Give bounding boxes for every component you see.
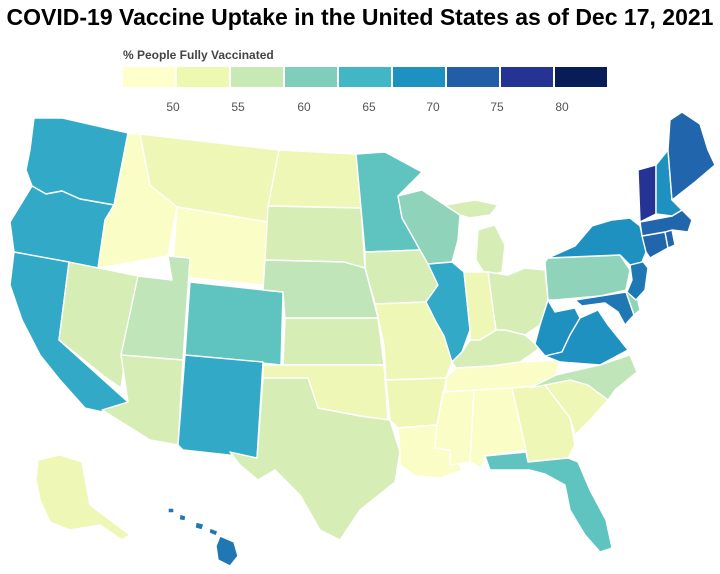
state-ME[interactable] (667, 111, 716, 201)
color-legend (123, 67, 607, 87)
legend-title: % People Fully Vaccinated (123, 48, 274, 62)
state-UT[interactable] (120, 255, 191, 361)
legend-swatch (177, 67, 231, 87)
state-AR[interactable] (385, 377, 447, 429)
legend-swatch (285, 67, 339, 87)
legend-tick: 50 (166, 100, 180, 114)
state-MI[interactable] (444, 199, 506, 277)
state-SD[interactable] (264, 205, 366, 269)
state-VT[interactable] (637, 164, 657, 223)
state-ND[interactable] (267, 149, 362, 209)
state-CO[interactable] (184, 281, 284, 366)
state-FL[interactable] (484, 451, 613, 553)
legend-swatch (339, 67, 393, 87)
map-title: COVID-19 Vaccine Uptake in the United St… (6, 4, 714, 30)
legend-swatch (447, 67, 501, 87)
legend-tick: 60 (297, 100, 311, 114)
legend-tick: 65 (362, 100, 376, 114)
legend-swatch (555, 67, 607, 87)
legend-swatch (231, 67, 285, 87)
state-NM[interactable] (177, 354, 264, 459)
state-TX[interactable] (229, 377, 401, 541)
legend-tick: 70 (426, 100, 440, 114)
state-HI[interactable] (167, 507, 239, 567)
state-NV[interactable] (58, 261, 139, 389)
legend-tick: 75 (490, 100, 504, 114)
legend-swatch (123, 67, 177, 87)
state-KS[interactable] (282, 317, 385, 366)
state-NC[interactable] (529, 354, 638, 401)
legend-tick: 80 (555, 100, 569, 114)
legend-swatch (393, 67, 447, 87)
state-AZ[interactable] (101, 354, 184, 446)
state-AK[interactable] (35, 454, 131, 541)
legend-tick: 55 (231, 100, 245, 114)
state-VA[interactable] (544, 309, 629, 366)
legend-swatch (501, 67, 555, 87)
state-OH[interactable] (487, 267, 549, 336)
